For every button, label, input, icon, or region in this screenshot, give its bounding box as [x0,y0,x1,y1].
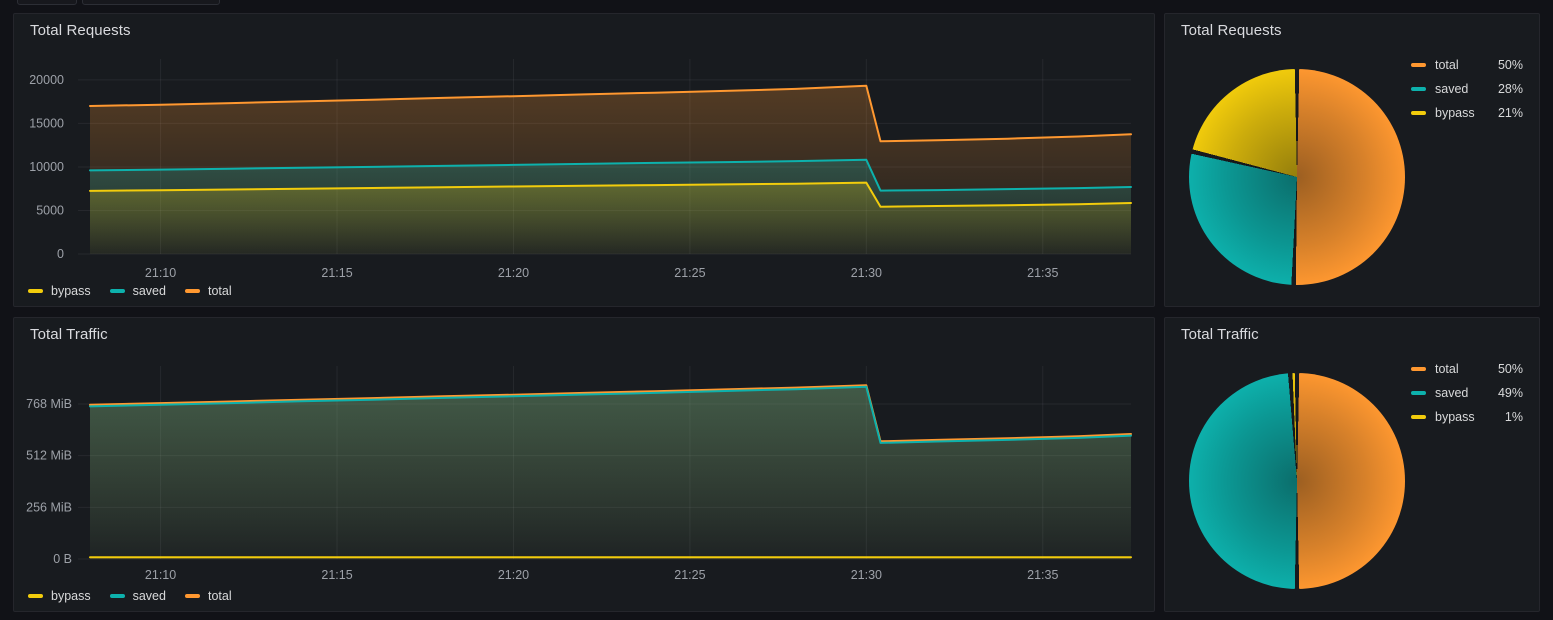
legend-swatch-total [1411,63,1426,67]
y-axis-tick-label: 256 MiB [26,500,72,514]
pie-legend-label: bypass [1435,106,1475,120]
legend-swatch-saved [1411,391,1426,395]
y-axis-tick-label: 15000 [29,116,64,130]
panel-title[interactable]: Total Traffic [1181,326,1259,343]
timeseries-legend: bypass saved total [28,589,232,603]
pie-legend-label: saved [1435,386,1469,400]
legend-swatch-total [184,594,200,598]
legend-swatch-saved [1411,87,1426,91]
panel-total-traffic-pie: Total Traffic total 50% saved 49% bypass 1% [1164,317,1540,612]
pie-total-traffic[interactable] [1189,373,1405,589]
x-axis-tick-label: 21:15 [321,568,352,582]
panel-title[interactable]: Total Traffic [30,326,108,343]
y-axis-tick-label: 0 [57,247,64,261]
total-traffic-timeseries-chart[interactable]: 0 B 256 MiB 512 MiB 768 MiB 21:10 21:15 21:20 2… [14,318,1154,611]
pie-legend-total[interactable]: total 50% [1411,362,1523,376]
x-axis-tick-label: 21:10 [145,266,176,280]
legend-total[interactable]: total [184,589,232,603]
x-axis-tick-label: 21:25 [674,568,705,582]
total-requests-pie-chart: total 50% saved 28% bypass 21% [1165,14,1539,306]
toolbar-control-stub-2[interactable] [82,0,220,5]
x-axis-tick-label: 21:20 [498,568,529,582]
x-axis-tick-label: 21:35 [1027,568,1058,582]
y-axis-tick-label: 0 B [53,552,72,566]
legend-swatch-total [1411,367,1426,371]
pie-legend-value: 1% [1504,410,1523,424]
panel-total-traffic-timeseries: Total Traffic 0 B 256 MiB 512 MiB 768 MiB 21… [13,317,1155,612]
legend-total[interactable]: total [184,284,232,298]
x-axis-tick-label: 21:10 [145,568,176,582]
pie-legend: total 50% saved 49% bypass 1% [1411,362,1523,424]
panel-title[interactable]: Total Requests [1181,22,1282,39]
x-axis-tick-label: 21:15 [321,266,352,280]
area-bypass [90,182,1131,254]
legend-saved[interactable]: saved [109,284,166,298]
legend-swatch-bypass [28,594,43,598]
legend-label: bypass [51,284,91,298]
x-axis-tick-label: 21:30 [851,568,882,582]
y-axis-tick-label: 20000 [29,73,64,87]
series-line-saved [89,158,1132,192]
timeseries-svg: 0 B 256 MiB 512 MiB 768 MiB 21:10 21:15 21:20 2… [26,366,1132,582]
y-axis-tick-label: 512 MiB [26,449,72,463]
pie-legend-value: 28% [1497,82,1523,96]
pie-legend-bypass[interactable]: bypass 1% [1411,410,1523,424]
x-axis-tick-label: 21:20 [498,266,529,280]
legend-swatch-saved [109,594,125,598]
pie-total-requests[interactable] [1189,69,1405,285]
series-line-saved [89,385,1132,444]
legend-label: total [207,284,232,298]
total-traffic-pie-chart: total 50% saved 49% bypass 1% [1165,318,1539,611]
legend-label: bypass [51,589,91,603]
pie-legend-label: bypass [1435,410,1475,424]
series-line-bypass [89,181,1132,208]
pie-legend-label: saved [1435,82,1469,96]
pie-legend-value: 21% [1497,106,1523,120]
x-axis-tick-label: 21:35 [1027,266,1058,280]
legend-bypass[interactable]: bypass [28,284,91,298]
area-saved [90,386,1131,559]
legend-swatch-bypass [1411,415,1426,419]
y-axis-tick-label: 10000 [29,160,64,174]
pie-legend-saved[interactable]: saved 28% [1411,82,1523,96]
panel-title[interactable]: Total Requests [30,22,131,39]
series-line-total [89,84,1132,143]
legend-label: saved [132,284,166,298]
legend-saved[interactable]: saved [109,589,166,603]
toolbar-control-stub-1[interactable] [17,0,77,5]
pie-legend-label: total [1435,58,1459,72]
total-requests-timeseries-chart[interactable]: 0 5000 10000 15000 20000 21:10 21:15 21:20 21:25… [14,14,1154,306]
pie-legend-value: 49% [1497,386,1523,400]
legend-swatch-saved [109,289,125,293]
pie-legend-value: 50% [1497,58,1523,72]
panel-total-requests-pie: Total Requests total 50% saved 28% bypass 21% [1164,13,1540,307]
pie-legend: total 50% saved 28% bypass 21% [1411,58,1523,120]
legend-swatch-total [184,289,200,293]
legend-swatch-bypass [28,289,43,293]
timeseries-legend: bypass saved total [28,284,232,298]
pie-legend-saved[interactable]: saved 49% [1411,386,1523,400]
pie-legend-value: 50% [1497,362,1523,376]
legend-swatch-bypass [1411,111,1426,115]
legend-label: total [207,589,232,603]
y-axis-tick-label: 5000 [36,203,64,217]
pie-legend-label: total [1435,362,1459,376]
legend-bypass[interactable]: bypass [28,589,91,603]
panel-total-requests-timeseries: Total Requests 0 5000 10000 15000 20000 21:10… [13,13,1155,307]
legend-label: saved [132,589,166,603]
pie-legend-bypass[interactable]: bypass 21% [1411,106,1523,120]
timeseries-svg: 0 5000 10000 15000 20000 21:10 21:15 21:20 21:25… [29,59,1132,280]
pie-legend-total[interactable]: total 50% [1411,58,1523,72]
x-axis-tick-label: 21:30 [851,266,882,280]
x-axis-tick-label: 21:25 [674,266,705,280]
series-line-total [89,384,1132,443]
y-axis-tick-label: 768 MiB [26,397,72,411]
